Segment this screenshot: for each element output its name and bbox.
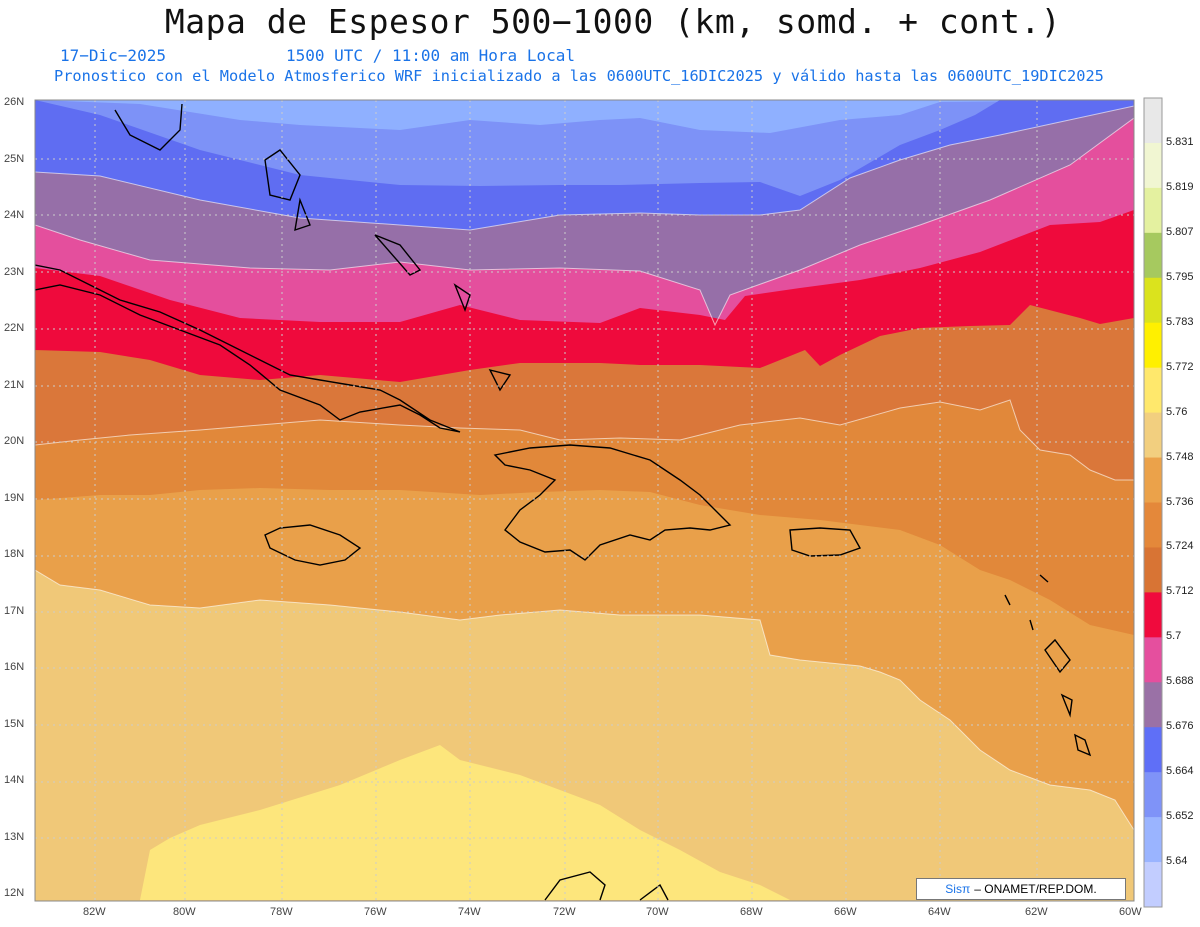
colorbar-segment: [1144, 772, 1162, 818]
coast-puerto-rico: [789, 527, 862, 557]
date-label: 17−Dic−2025: [60, 46, 166, 65]
colorbar-label: 5.807: [1166, 225, 1194, 238]
lat-label-18n: 18N: [4, 548, 25, 560]
lat-label-25n: 25N: [4, 152, 25, 165]
colorbar-label: 5.831: [1166, 135, 1194, 148]
coast-venezuela: [544, 871, 669, 901]
lat-label-15n: 15N: [4, 717, 25, 730]
forecast-label: Pronostico con el Modelo Atmosferico WRF…: [54, 67, 1104, 85]
lon-label-78w: 78W: [270, 906, 293, 918]
colorbar-segment: [1144, 322, 1162, 369]
colorbar-label: 5.76: [1166, 405, 1188, 418]
colorbar-label: 5.664: [1166, 765, 1194, 778]
colorbar-segment: [1144, 592, 1162, 638]
colorbar-segment: [1144, 862, 1162, 908]
lon-label-64w: 64W: [928, 906, 951, 918]
lon-label-66w: 66W: [834, 906, 857, 918]
lon-label-60w: 60W: [1119, 906, 1142, 918]
colorbar-segment: [1144, 98, 1162, 144]
colorbar-label: 5.652: [1166, 810, 1194, 823]
lat-label-16n: 16N: [4, 661, 25, 673]
lat-label-20n: 20N: [4, 435, 25, 447]
colorbar-segment: [1144, 817, 1162, 863]
colorbar: [1143, 97, 1163, 908]
colorbar-segment: [1144, 412, 1162, 459]
colorbar-segment: [1144, 457, 1162, 503]
lat-label-19n: 19N: [4, 491, 25, 504]
colorbar-label: 5.748: [1166, 450, 1194, 463]
colorbar-label: 5.7: [1166, 630, 1182, 643]
colorbar-label: 5.795: [1166, 270, 1194, 283]
colorbar-segment: [1144, 502, 1162, 548]
thickness-bands: [35, 100, 1134, 901]
time-label: 1500 UTC / 11:00 am Hora Local: [286, 46, 575, 65]
colorbar-label: 5.688: [1166, 675, 1194, 688]
colorbar-frame: [1143, 97, 1163, 908]
lat-label-17n: 17N: [4, 604, 25, 617]
coast-cuba: [35, 264, 461, 433]
lat-label-22n: 22N: [4, 322, 25, 334]
colorbar-label: 5.736: [1166, 495, 1194, 508]
lat-label-26n: 26N: [4, 96, 25, 108]
lon-label-76w: 76W: [364, 906, 387, 918]
lat-label-12n: 12N: [4, 887, 25, 899]
coast-lesser-antilles: [1004, 574, 1092, 757]
lat-label-13n: 13N: [4, 830, 25, 843]
colorbar-segment: [1144, 142, 1162, 189]
lon-label-80w: 80W: [173, 906, 196, 918]
colorbar-segment: [1144, 547, 1162, 593]
colorbar-label: 5.712: [1166, 585, 1194, 598]
lat-label-14n: 14N: [4, 774, 25, 786]
colorbar-segment: [1144, 367, 1162, 414]
lon-label-82w: 82W: [83, 906, 106, 918]
colorbar-label: 5.676: [1166, 720, 1194, 733]
coastlines: [35, 103, 1092, 901]
gridlines: [35, 100, 1134, 901]
colorbar-segment: [1144, 232, 1162, 279]
contour-lines: [35, 105, 1134, 831]
coast-florida: [114, 103, 183, 151]
lat-label-21n: 21N: [4, 378, 25, 391]
lon-label-72w: 72W: [553, 906, 576, 918]
lon-label-68w: 68W: [740, 906, 763, 918]
colorbar-label: 5.783: [1166, 315, 1194, 328]
map-title: Mapa de Espesor 500−1000 (km, somd. + co…: [164, 2, 1062, 41]
lon-label-70w: 70W: [646, 906, 669, 918]
colorbar-segment: [1144, 637, 1162, 683]
colorbar-segment: [1144, 727, 1162, 773]
credit-rest: – ONAMET/REP.DOM.: [974, 882, 1097, 896]
colorbar-label: 5.724: [1166, 540, 1194, 553]
colorbar-label: 5.64: [1166, 855, 1188, 868]
lon-label-62w: 62W: [1025, 906, 1048, 918]
band-fill-5.772: [140, 745, 790, 900]
credit-box: Sisπ – ONAMET/REP.DOM.: [916, 878, 1126, 900]
colorbar-label: 5.772: [1166, 360, 1194, 373]
coast-bahamas: [264, 149, 512, 392]
credit-sis: Sisπ: [945, 882, 971, 896]
coast-jamaica: [264, 524, 362, 566]
colorbar-segment: [1144, 277, 1162, 324]
map-frame: [34, 99, 1135, 902]
coast-hispaniola: [493, 444, 732, 561]
lat-label-24n: 24N: [4, 209, 25, 221]
colorbar-segment: [1144, 682, 1162, 728]
lat-label-23n: 23N: [4, 265, 25, 278]
colorbar-segment: [1144, 187, 1162, 234]
lon-label-74w: 74W: [458, 906, 481, 918]
colorbar-label: 5.819: [1166, 180, 1194, 193]
